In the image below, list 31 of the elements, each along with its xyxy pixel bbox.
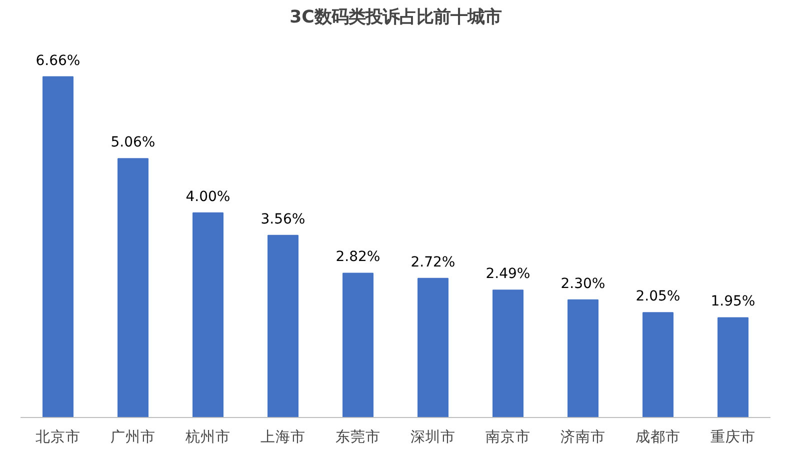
data-label: 1.95% (710, 294, 756, 310)
bar (192, 212, 224, 418)
x-tick-label: 北京市 (36, 428, 80, 446)
bar (342, 272, 374, 418)
bar (642, 312, 674, 418)
bar (268, 234, 298, 418)
data-label: 3.56% (260, 211, 306, 228)
x-tick-label: 东莞市 (336, 428, 380, 446)
bar (118, 158, 148, 418)
x-tick-label: 深圳市 (410, 428, 456, 446)
x-tick-label: 重庆市 (710, 428, 756, 446)
data-label: 2.82% (336, 249, 380, 266)
bar (418, 278, 448, 418)
data-label: 2.05% (636, 288, 680, 305)
data-label: 6.66% (36, 52, 80, 69)
data-label: 2.30% (560, 276, 606, 292)
x-tick-label: 上海市 (260, 428, 306, 446)
x-tick-label: 杭州市 (184, 428, 230, 446)
data-label: 5.06% (110, 134, 156, 151)
data-label: 2.49% (486, 266, 530, 282)
bar (718, 317, 748, 418)
data-label: 4.00% (186, 188, 230, 205)
x-tick-label: 济南市 (560, 428, 606, 446)
bar (568, 299, 598, 418)
bar (42, 76, 74, 418)
bar (492, 290, 524, 418)
x-tick-label: 广州市 (110, 428, 156, 446)
x-tick-label: 成都市 (636, 428, 680, 446)
x-tick-label: 南京市 (486, 428, 530, 446)
data-label: 2.72% (410, 254, 456, 270)
chart-title: 3C数码类投诉占比前十城市 (290, 8, 502, 28)
